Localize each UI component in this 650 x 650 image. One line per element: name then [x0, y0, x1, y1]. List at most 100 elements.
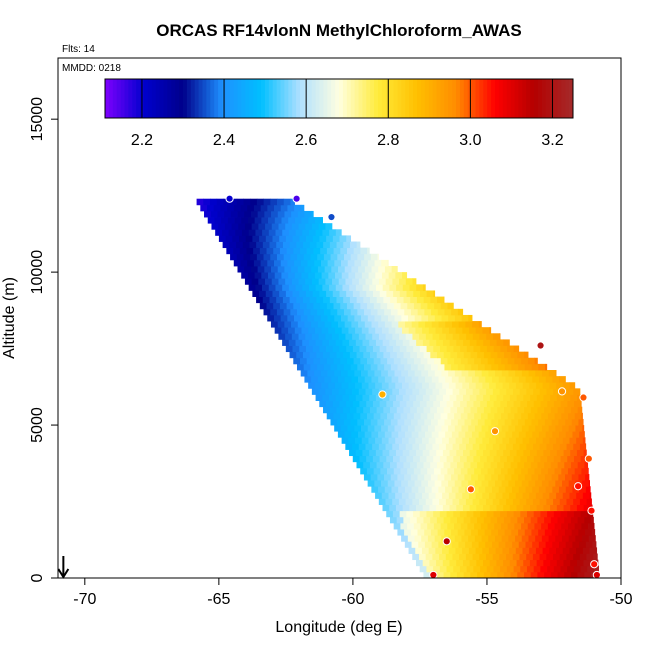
heatmap-cell — [473, 565, 481, 573]
heatmap-cell — [421, 425, 429, 432]
heatmap-cell — [489, 382, 497, 389]
colorbar-segment — [116, 79, 122, 118]
heatmap-cell — [492, 498, 500, 505]
heatmap-cell — [508, 370, 516, 377]
heatmap-cell — [259, 302, 267, 310]
heatmap-cell — [457, 406, 465, 414]
heatmap-cell — [570, 461, 579, 469]
colorbar-segment — [553, 79, 558, 118]
heatmap-cell — [358, 443, 366, 450]
heatmap-cell — [436, 406, 445, 414]
heatmap-cell — [584, 571, 592, 579]
heatmap-cell — [442, 339, 451, 346]
heatmap-cell — [285, 235, 294, 242]
colorbar-segment — [151, 79, 157, 118]
heatmap-cell — [531, 529, 539, 536]
heatmap-cell — [426, 345, 434, 353]
heatmap-cell — [591, 516, 594, 524]
colorbar-segment — [186, 79, 192, 118]
heatmap-cell — [483, 571, 491, 579]
heatmap-cell — [462, 504, 471, 512]
heatmap-cell — [516, 449, 524, 457]
heatmap-cell — [463, 571, 471, 579]
heatmap-cell — [526, 388, 534, 395]
heatmap-cell — [477, 363, 486, 371]
colorbar-segment — [510, 79, 515, 118]
heatmap-cell — [329, 229, 337, 236]
heatmap-cell — [290, 198, 295, 206]
heatmap-cell — [498, 376, 506, 383]
heatmap-cell — [554, 522, 562, 530]
heatmap-cell — [401, 425, 409, 432]
heatmap-cell — [387, 370, 395, 377]
heatmap-cell — [506, 455, 515, 463]
heatmap-cell — [539, 498, 547, 505]
heatmap-cell — [533, 443, 541, 450]
heatmap-cell — [511, 529, 519, 536]
sample-point — [378, 390, 387, 399]
heatmap-cell — [218, 223, 226, 230]
heatmap-cell — [433, 345, 441, 353]
colorbar-segment — [514, 79, 519, 118]
heatmap-cell — [481, 480, 489, 487]
heatmap-cell — [403, 461, 411, 469]
heatmap-cell — [497, 351, 505, 359]
colorbar-segment — [545, 79, 551, 118]
heatmap-cell — [432, 333, 440, 340]
heatmap-cell — [291, 266, 299, 273]
heatmap-cell — [568, 480, 576, 487]
heatmap-cell — [451, 376, 459, 383]
heatmap-cell — [322, 284, 330, 291]
heatmap-cell — [488, 547, 497, 554]
heatmap-cell — [527, 467, 535, 475]
heatmap-cell — [350, 363, 358, 371]
colorbar-segment — [339, 79, 344, 118]
heatmap-cell — [375, 382, 383, 389]
heatmap-cell — [396, 406, 404, 414]
heatmap-cell — [534, 522, 542, 530]
heatmap-cell — [479, 498, 487, 505]
heatmap-cell — [393, 345, 401, 353]
heatmap-cell — [369, 406, 378, 414]
heatmap-cell — [506, 400, 515, 408]
heatmap-cell — [424, 308, 432, 316]
heatmap-cell — [445, 553, 453, 561]
heatmap-cell — [521, 535, 529, 542]
heatmap-cell — [577, 516, 585, 524]
heatmap-cell — [515, 492, 523, 499]
heatmap-cell — [313, 247, 321, 255]
heatmap-cell — [555, 535, 563, 542]
heatmap-cell — [396, 284, 404, 291]
heatmap-cell — [512, 541, 520, 548]
heatmap-cell — [474, 480, 482, 487]
heatmap-cell — [457, 474, 465, 481]
heatmap-cell — [272, 290, 280, 297]
heatmap-cell — [372, 443, 380, 450]
heatmap-cell — [536, 382, 544, 389]
heatmap-cell — [577, 461, 585, 469]
heatmap-cell — [548, 535, 556, 542]
heatmap-cell — [417, 418, 425, 426]
heatmap-cell — [371, 376, 379, 383]
heatmap-cell — [390, 363, 398, 371]
heatmap-cell — [292, 290, 300, 297]
heatmap-cell — [297, 321, 305, 328]
heatmap-cell — [443, 516, 451, 524]
heatmap-cell — [329, 339, 337, 346]
heatmap-cell — [447, 357, 455, 365]
colorbar-segment — [569, 79, 574, 118]
heatmap-cell — [343, 296, 351, 304]
heatmap-cell — [235, 229, 243, 236]
heatmap-cell — [381, 437, 389, 444]
heatmap-cell — [269, 241, 277, 249]
heatmap-cell — [476, 394, 484, 401]
heatmap-cell — [504, 418, 512, 426]
heatmap-cell — [451, 529, 459, 536]
heatmap-cell — [457, 529, 465, 536]
heatmap-cell — [398, 321, 406, 328]
heatmap-cell — [362, 339, 370, 346]
heatmap-cell — [196, 198, 204, 206]
heatmap-cell — [387, 425, 395, 432]
heatmap-cell — [308, 382, 316, 389]
heatmap-cell — [404, 431, 413, 438]
